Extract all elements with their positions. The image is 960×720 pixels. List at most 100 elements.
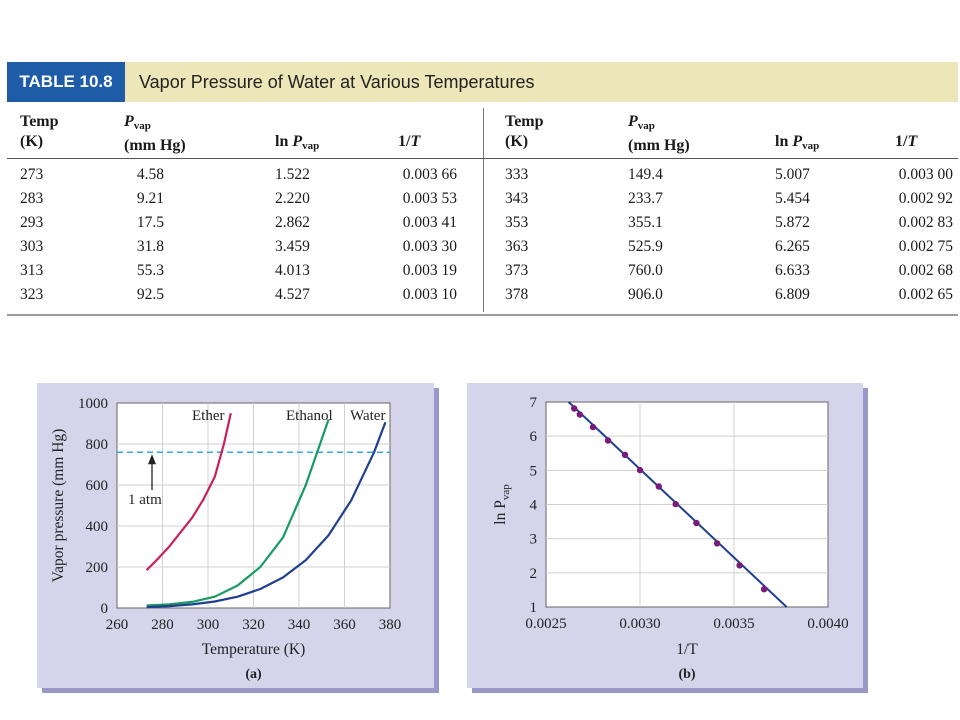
table-cell-left-r0-c2: 1.522 — [275, 166, 310, 183]
table-cell-left-r3-c1: 31.8 — [136, 238, 164, 255]
header-inv-symbol: T — [907, 133, 918, 150]
table-cell-left-r2-c3: 0.003 41 — [402, 214, 457, 231]
table-cell-left-r4-c3: 0.003 19 — [402, 262, 457, 279]
header-pvap-unit: (mm Hg) — [628, 137, 690, 154]
col-header-pvap-right: Pvap (mm Hg) — [628, 112, 690, 156]
header-ln-symbol: P — [792, 133, 803, 150]
table-cell-right-r3-c3: 0.002 75 — [898, 238, 953, 255]
table-cell-right-r3-c2: 6.265 — [775, 238, 810, 255]
col-header-pvap: Pvap (mm Hg) — [124, 112, 186, 156]
table-cell-right-r4-c3: 0.002 68 — [898, 262, 953, 279]
chart-a-series-water — [146, 421, 387, 609]
chart-a-ytick-3: 600 — [86, 478, 109, 494]
chart-b-xtick-2: 0.0035 — [713, 616, 754, 632]
table-bottom-rule — [7, 314, 958, 316]
table-cell-left-r3-c0: 303 — [20, 238, 44, 255]
chart-a-xtick-6: 380 — [379, 617, 402, 633]
chart-a-xlabel: Temperature (K) — [202, 641, 305, 658]
header-pvap-symbol: P — [124, 113, 134, 130]
table-cell-right-r5-c3: 0.002 65 — [898, 286, 953, 303]
header-temp-label: Temp — [20, 113, 59, 130]
header-inv-label: 1/ — [895, 133, 908, 150]
chart-b-point-1 — [576, 411, 583, 418]
chart-b-ln-pvap: 0.0025 0.0030 0.0035 0.0040 1 2 3 4 5 6 7 1/T ln Pva… — [467, 383, 868, 693]
chart-b-ytick-3: 4 — [530, 498, 538, 514]
table-cell-left-r1-c0: 283 — [20, 190, 44, 207]
table-cell-left-r4-c1: 55.3 — [136, 262, 164, 279]
table-cell-right-r4-c0: 373 — [505, 262, 529, 279]
chart-b-ytick-1: 2 — [530, 566, 538, 582]
chart-b-point-4 — [621, 451, 629, 458]
header-inv-label: 1/ — [398, 133, 411, 150]
chart-a-ylabel: Vapor pressure (mm Hg) — [50, 429, 67, 583]
table-cell-right-r1-c0: 343 — [505, 190, 529, 207]
chart-b-xtick-1: 0.0030 — [619, 616, 660, 632]
table-cell-right-r3-c1: 525.9 — [628, 238, 663, 255]
col-header-ln-right: ln Pvap — [775, 132, 819, 156]
table-cell-left-r2-c0: 293 — [20, 214, 44, 231]
chart-a-legend-ether: Ether — [192, 408, 224, 424]
table-cell-right-r4-c2: 6.633 — [775, 262, 810, 279]
table-cell-right-r0-c2: 5.007 — [775, 166, 810, 183]
chart-b-panel-label: (b) — [678, 667, 695, 682]
header-pvap-sub: vap — [133, 120, 151, 132]
header-ln-label: ln — [275, 133, 293, 150]
chart-a-series-ether — [145, 413, 232, 571]
chart-a-xtick-5: 360 — [333, 617, 356, 633]
chart-b-ytick-4: 5 — [530, 463, 538, 479]
table-header-rule — [7, 158, 958, 159]
header-temp-unit: (K) — [20, 133, 44, 150]
chart-a-series-ethanol — [146, 419, 330, 607]
col-header-inv-right: 1/T — [895, 132, 917, 152]
chart-a-ytick-1: 200 — [86, 560, 109, 576]
table-cell-left-r2-c2: 2.862 — [275, 214, 310, 231]
table-cell-right-r0-c0: 333 — [505, 166, 529, 183]
chart-b-point-7 — [672, 500, 679, 508]
table-cell-right-r2-c1: 355.1 — [628, 214, 663, 231]
header-ln-sub: vap — [302, 140, 320, 152]
table-cell-left-r0-c0: 273 — [20, 166, 44, 183]
header-ln-symbol: P — [292, 133, 303, 150]
header-pvap-unit: (mm Hg) — [124, 137, 186, 154]
chart-b-point-11 — [760, 586, 768, 593]
table-cell-left-r1-c1: 9.21 — [136, 190, 164, 207]
chart-b-point-0 — [571, 405, 578, 412]
table-cell-right-r1-c2: 5.454 — [775, 190, 810, 207]
chart-b-ytick-2: 3 — [530, 532, 538, 548]
table-cell-right-r5-c1: 906.0 — [628, 286, 663, 303]
col-header-temp-right: Temp (K) — [505, 112, 544, 152]
col-header-temp: Temp (K) — [20, 112, 59, 152]
chart-a-xtick-1: 280 — [151, 617, 174, 633]
chart-b-ytick-5: 6 — [530, 429, 538, 445]
chart-b-point-2 — [589, 423, 597, 431]
chart-a-xtick-2: 300 — [197, 617, 220, 633]
table-cell-right-r3-c0: 363 — [505, 238, 529, 255]
chart-a-legend-water: Water — [350, 408, 385, 424]
header-ln-sub: vap — [802, 140, 820, 152]
chart-b-ylabel-sub: vap — [500, 484, 512, 500]
chart-a-ytick-2: 400 — [86, 519, 109, 535]
table-cell-right-r0-c1: 149.4 — [628, 166, 663, 183]
table-cell-left-r3-c2: 3.459 — [275, 238, 310, 255]
table-cell-left-r4-c0: 313 — [20, 262, 44, 279]
table-cell-left-r2-c1: 17.5 — [136, 214, 164, 231]
chart-a-xtick-4: 340 — [288, 617, 311, 633]
chart-b-xlabel: 1/T — [676, 641, 698, 658]
table-cell-right-r5-c2: 6.809 — [775, 286, 810, 303]
table-cell-right-r2-c0: 353 — [505, 214, 529, 231]
table-cell-left-r0-c1: 4.58 — [136, 166, 164, 183]
table-cell-right-r2-c2: 5.872 — [775, 214, 810, 231]
table-cell-left-r5-c0: 323 — [20, 286, 44, 303]
chart-b-ylabel: ln Pvap — [492, 484, 512, 525]
chart-b-xtick-0: 0.0025 — [525, 616, 566, 632]
table-cell-right-r0-c3: 0.003 00 — [898, 166, 953, 183]
table-cell-left-r5-c3: 0.003 10 — [402, 286, 457, 303]
chart-b-point-10 — [736, 562, 743, 569]
chart-a-vapor-pressure: 260 280 300 320 340 360 380 0 200 400 600 800 1000 1 … — [37, 383, 439, 693]
header-pvap-symbol: P — [628, 113, 638, 130]
chart-a-xtick-0: 260 — [106, 617, 129, 633]
header-ln-label: ln — [775, 133, 793, 150]
chart-a-legend-ethanol: Ethanol — [286, 408, 333, 424]
table-cell-left-r1-c2: 2.220 — [275, 190, 310, 207]
